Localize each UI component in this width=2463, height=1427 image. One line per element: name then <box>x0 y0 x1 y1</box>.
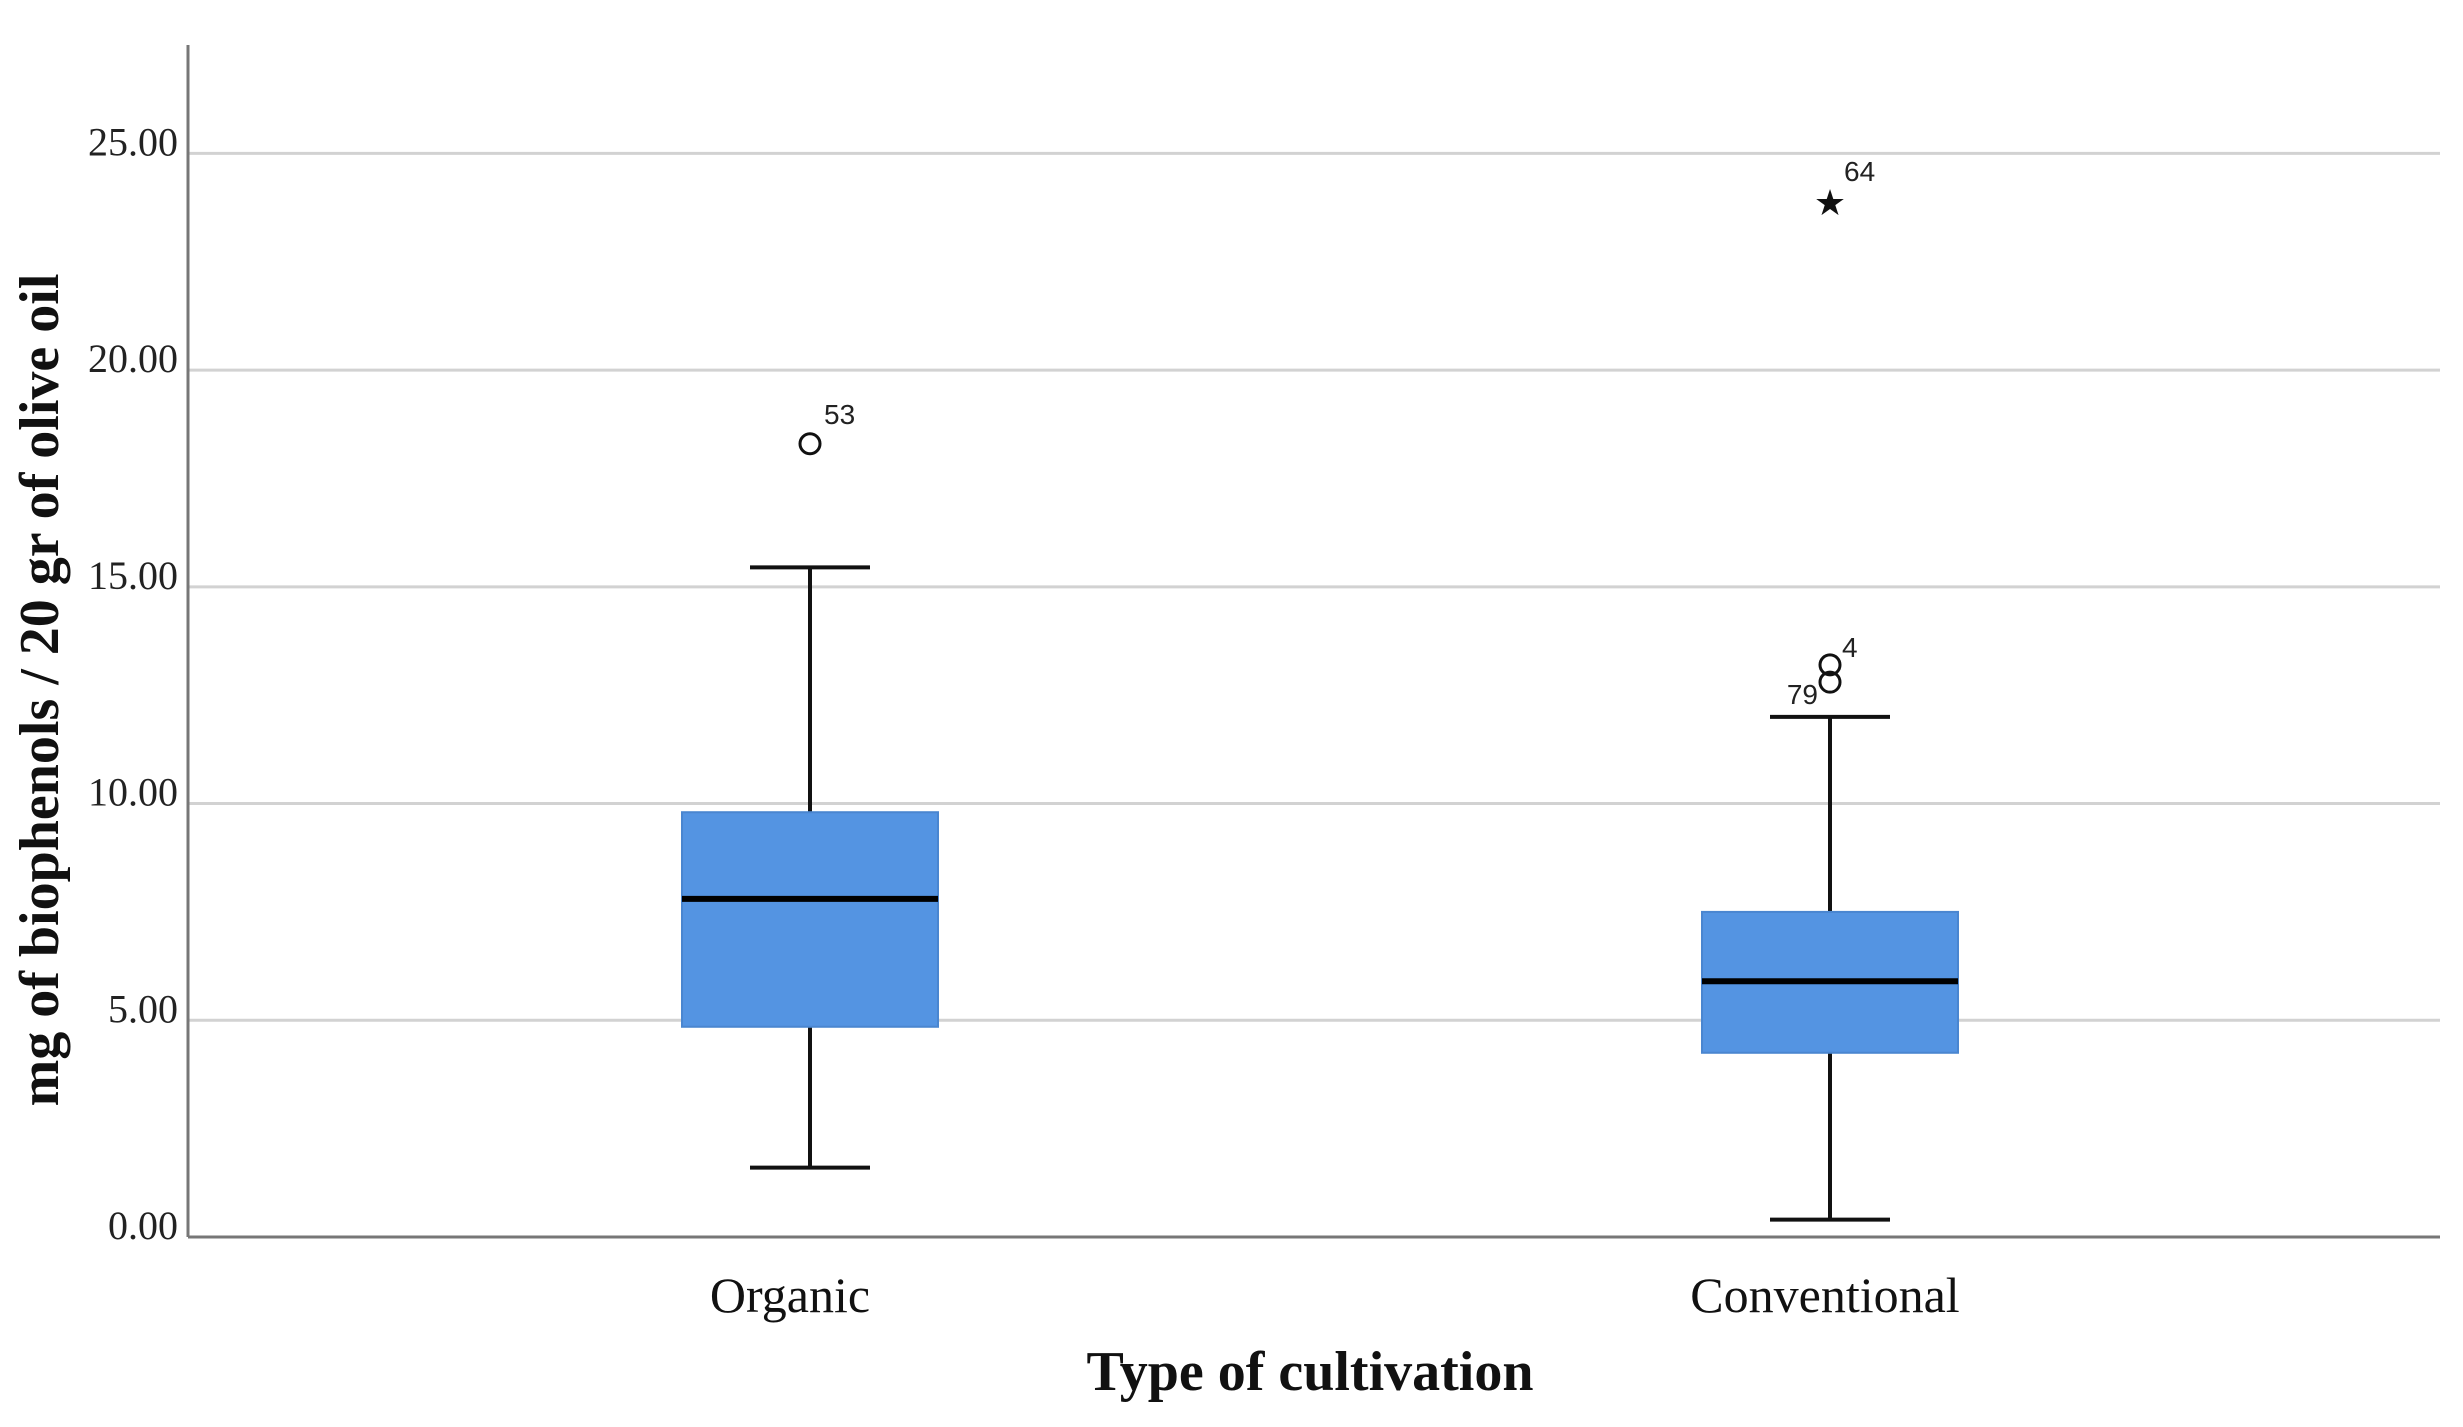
y-axis-title: mg of biophenols / 20 gr of olive oil <box>9 274 71 1107</box>
iqr-box <box>681 811 939 1028</box>
y-tick-label: 10.00 <box>88 770 178 815</box>
outlier-label: 79 <box>1787 679 1818 710</box>
x-category-label: Conventional <box>1690 1267 1959 1323</box>
x-axis-title: Type of cultivation <box>1087 1341 1534 1403</box>
x-category-label: Organic <box>710 1267 870 1323</box>
extreme-outlier-marker: ★ <box>1814 183 1846 224</box>
y-tick-label: 15.00 <box>88 553 178 598</box>
box-group-organic: 53 <box>681 399 939 1170</box>
outlier-label: 64 <box>1844 156 1875 187</box>
y-tick-label: 25.00 <box>88 119 178 164</box>
gridlines <box>188 151 2440 1022</box>
outlier-marker <box>1818 670 1842 694</box>
y-tick-label: 5.00 <box>108 986 178 1031</box>
y-tick-label: 0.00 <box>108 1203 178 1248</box>
y-tick-label: 20.00 <box>88 336 178 381</box>
outlier-label: 53 <box>824 399 855 430</box>
x-category-labels: Organic Conventional <box>710 1267 1960 1323</box>
outlier-marker <box>1818 653 1842 677</box>
axes <box>186 45 2440 1239</box>
outlier-label: 4 <box>1842 632 1858 663</box>
outlier-marker <box>798 432 822 456</box>
boxes: 53 ★64 79 4 <box>681 156 1959 1222</box>
y-tick-labels: 0.00 5.00 10.00 15.00 20.00 25.00 <box>88 119 178 1248</box>
box-group-conventional: ★64 79 4 <box>1701 156 1959 1222</box>
